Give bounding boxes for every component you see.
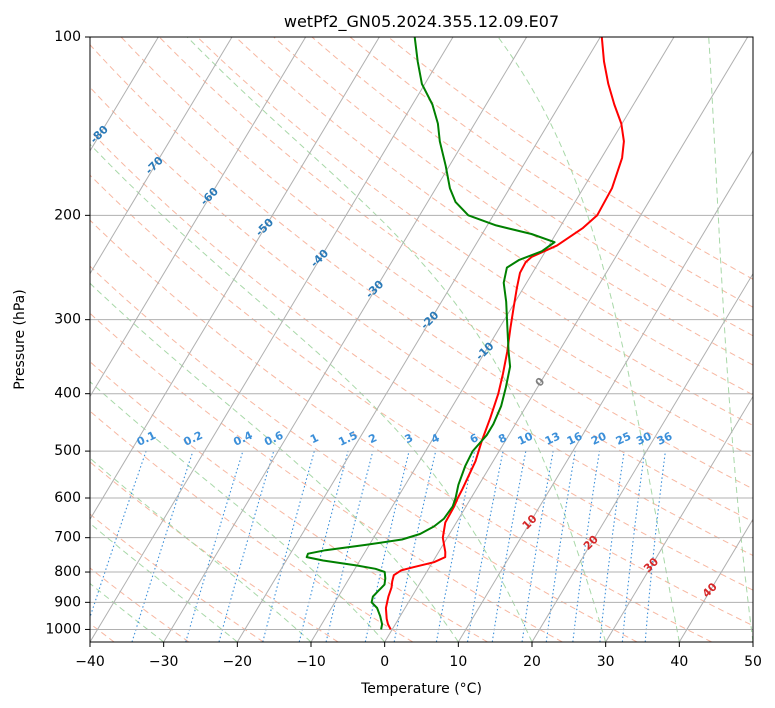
- mixing-ratio-line: [572, 451, 601, 642]
- isotherm-line: [457, 149, 753, 642]
- dry-adiabat: [90, 360, 488, 642]
- mixing-ratio-label: 25: [614, 430, 633, 448]
- temperature-line: [384, 37, 625, 630]
- dry-adiabat: [90, 130, 753, 591]
- mixing-ratio-line: [325, 450, 374, 642]
- isotherm-line: [163, 37, 528, 642]
- isotherm-line: [236, 37, 601, 642]
- isotherm-line: [90, 37, 233, 275]
- dry-adiabat: [158, 37, 753, 458]
- dry-adiabat: [90, 44, 753, 523]
- moist-adiabat: [90, 381, 386, 642]
- dry-adiabat: [120, 37, 753, 490]
- mixing-ratio-label: 13: [543, 430, 562, 448]
- mixing-ratio-line: [435, 450, 476, 642]
- mixing-ratio-line: [298, 450, 349, 642]
- x-tick-label: 10: [449, 654, 467, 670]
- dry-adiabat: [90, 174, 753, 627]
- isotherm-line: [90, 37, 454, 642]
- isotherm-line: [310, 37, 675, 642]
- mixing-ratio-line: [491, 450, 527, 642]
- y-tick-label: 200: [54, 207, 81, 223]
- y-tick-label: 500: [54, 443, 81, 459]
- isotherm-line: [384, 37, 749, 642]
- y-tick-label: 400: [54, 386, 81, 402]
- isotherm-line: [531, 272, 753, 642]
- x-tick-label: −30: [149, 654, 179, 670]
- mixing-ratio-line: [262, 450, 315, 642]
- mixing-ratio-line: [466, 450, 504, 642]
- mixing-ratio-line: [364, 450, 410, 642]
- mixing-ratio-label: 20: [589, 429, 609, 447]
- dry-adiabat: [90, 219, 712, 642]
- x-tick-label: 40: [670, 654, 688, 670]
- x-tick-label: 0: [380, 654, 389, 670]
- mixing-ratio-label: 16: [565, 429, 585, 447]
- mixing-ratio-label: 30: [634, 429, 654, 447]
- dry-adiabat: [235, 37, 753, 396]
- y-tick-label: 700: [54, 530, 81, 546]
- dry-adiabat: [90, 86, 753, 557]
- isotherm-line: [678, 518, 753, 642]
- y-tick-label: 100: [54, 29, 81, 45]
- mixing-ratio-line: [131, 450, 194, 642]
- mixing-ratio-line: [621, 451, 646, 642]
- x-tick-label: 50: [744, 654, 762, 670]
- x-axis-label: Temperature (°C): [360, 681, 482, 697]
- dry-adiabat: [197, 37, 753, 427]
- mixing-ratio-line: [185, 450, 244, 642]
- x-tick-label: −10: [296, 654, 326, 670]
- y-axis-label: Pressure (hPa): [12, 289, 28, 389]
- y-tick-label: 1000: [45, 621, 81, 637]
- moist-adiabat: [90, 282, 459, 642]
- y-tick-label: 900: [54, 594, 81, 610]
- mixing-ratio-line: [90, 450, 147, 619]
- moist-adiabat: [708, 37, 753, 642]
- y-tick-label: 600: [54, 490, 81, 506]
- dry-adiabat: [311, 37, 753, 337]
- isotherm-line: [90, 37, 159, 152]
- dewpoint-line: [305, 37, 556, 630]
- moist-adiabat: [90, 143, 533, 642]
- x-tick-label: −20: [223, 654, 253, 670]
- chart-title: wetPf2_GN05.2024.355.12.09.E07: [284, 12, 559, 32]
- x-tick-label: 20: [523, 654, 541, 670]
- y-tick-label: 800: [54, 564, 81, 580]
- mixing-ratio-label: 36: [655, 429, 675, 447]
- moist-adiabat: [497, 37, 680, 642]
- dry-adiabat: [90, 410, 414, 642]
- moist-adiabat: [186, 37, 607, 642]
- dry-adiabat: [273, 37, 753, 366]
- dry-adiabat: [349, 37, 753, 308]
- dry-adiabat: [90, 265, 638, 642]
- isotherm-line: [90, 37, 380, 521]
- mixing-ratio-line: [599, 451, 625, 642]
- x-tick-label: −40: [75, 654, 105, 670]
- y-tick-label: 300: [54, 312, 81, 328]
- isotherm-line: [605, 395, 753, 642]
- isotherm-line: [90, 37, 307, 398]
- dry-adiabat: [90, 513, 264, 642]
- mixing-ratio-label: 10: [516, 429, 536, 447]
- plot-frame: [89, 36, 754, 643]
- x-tick-label: 30: [597, 654, 615, 670]
- mixing-ratio-line: [393, 450, 437, 642]
- mixing-ratio-line: [218, 450, 275, 642]
- mixing-ratio-line: [521, 451, 554, 642]
